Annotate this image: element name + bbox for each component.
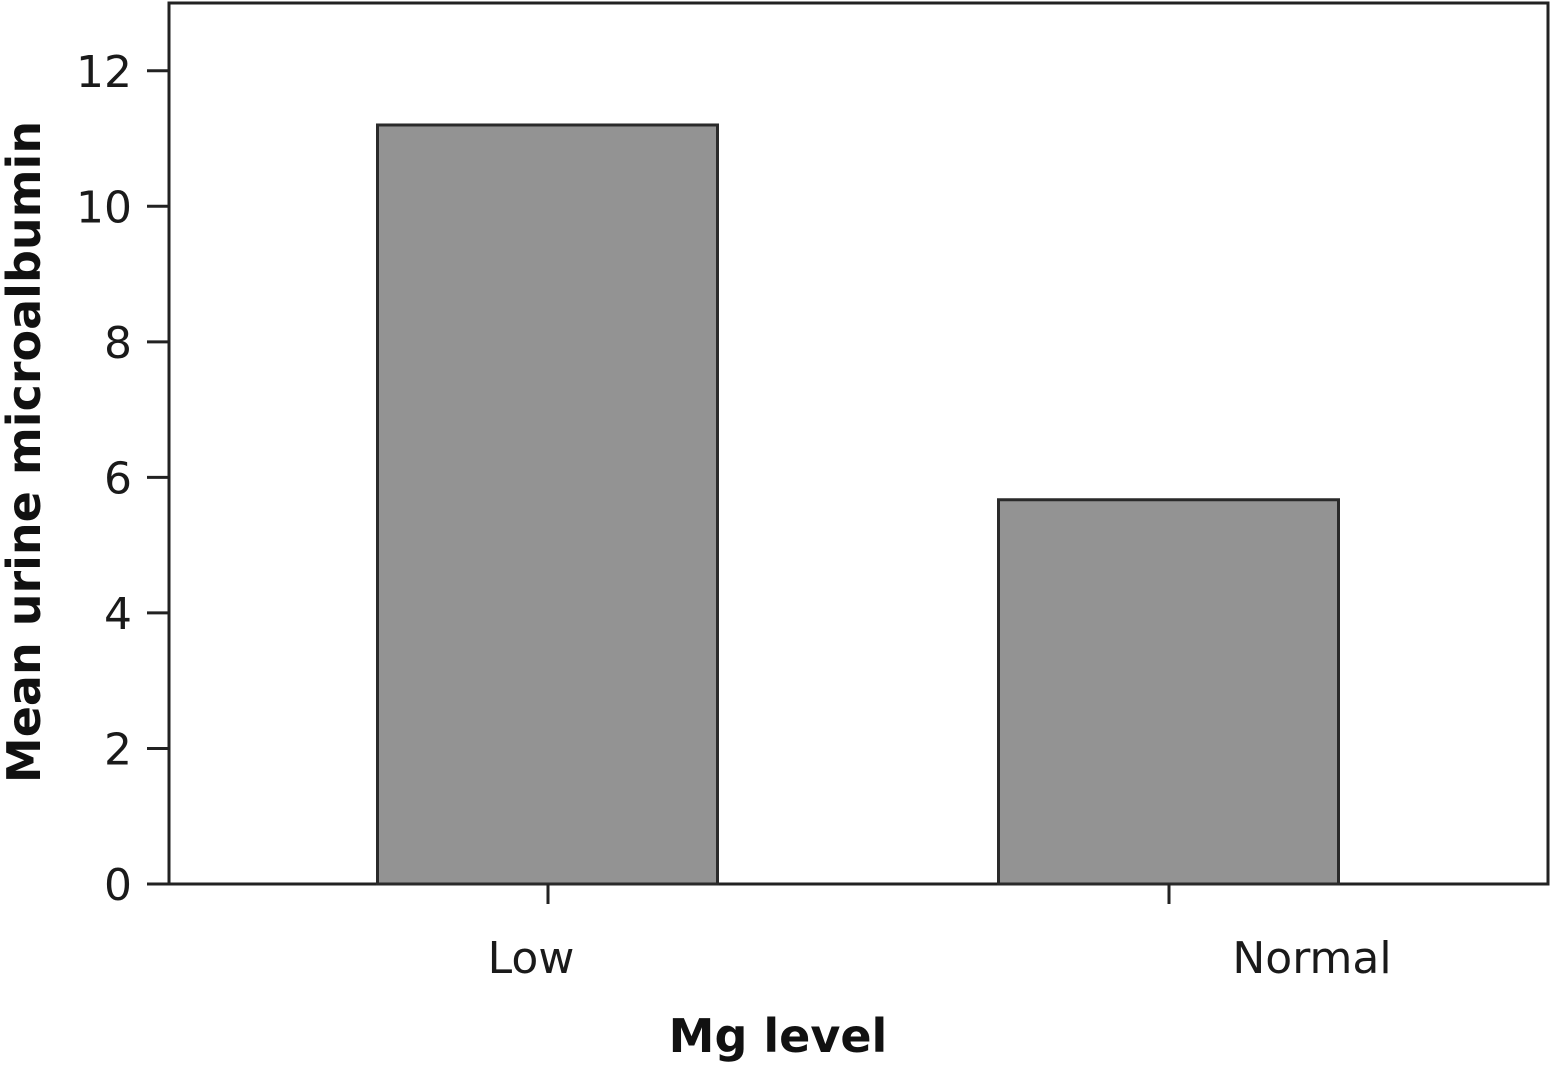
- y-axis: 0 2 4 6 8 10 12: [76, 47, 169, 911]
- y-tick-label: 2: [104, 724, 132, 775]
- bars-group: [376, 123, 1340, 886]
- y-axis-title: Mean urine microalbumin: [0, 121, 51, 783]
- x-tick-label: Low: [488, 933, 575, 984]
- y-tick-label: 12: [76, 47, 132, 98]
- plot-frame: [167, 1, 1550, 886]
- bar-low: [376, 123, 719, 886]
- x-axis-title: Mg level: [669, 1009, 888, 1063]
- y-tick-label: 6: [104, 453, 132, 504]
- y-tick-label: 10: [76, 182, 132, 233]
- x-axis: Low Normal: [488, 884, 1392, 984]
- bar-normal: [997, 498, 1340, 886]
- y-tick-label: 4: [104, 589, 132, 640]
- y-tick-label: 8: [104, 318, 132, 369]
- y-tick-label: 0: [104, 860, 132, 911]
- x-tick-label: Normal: [1232, 933, 1391, 984]
